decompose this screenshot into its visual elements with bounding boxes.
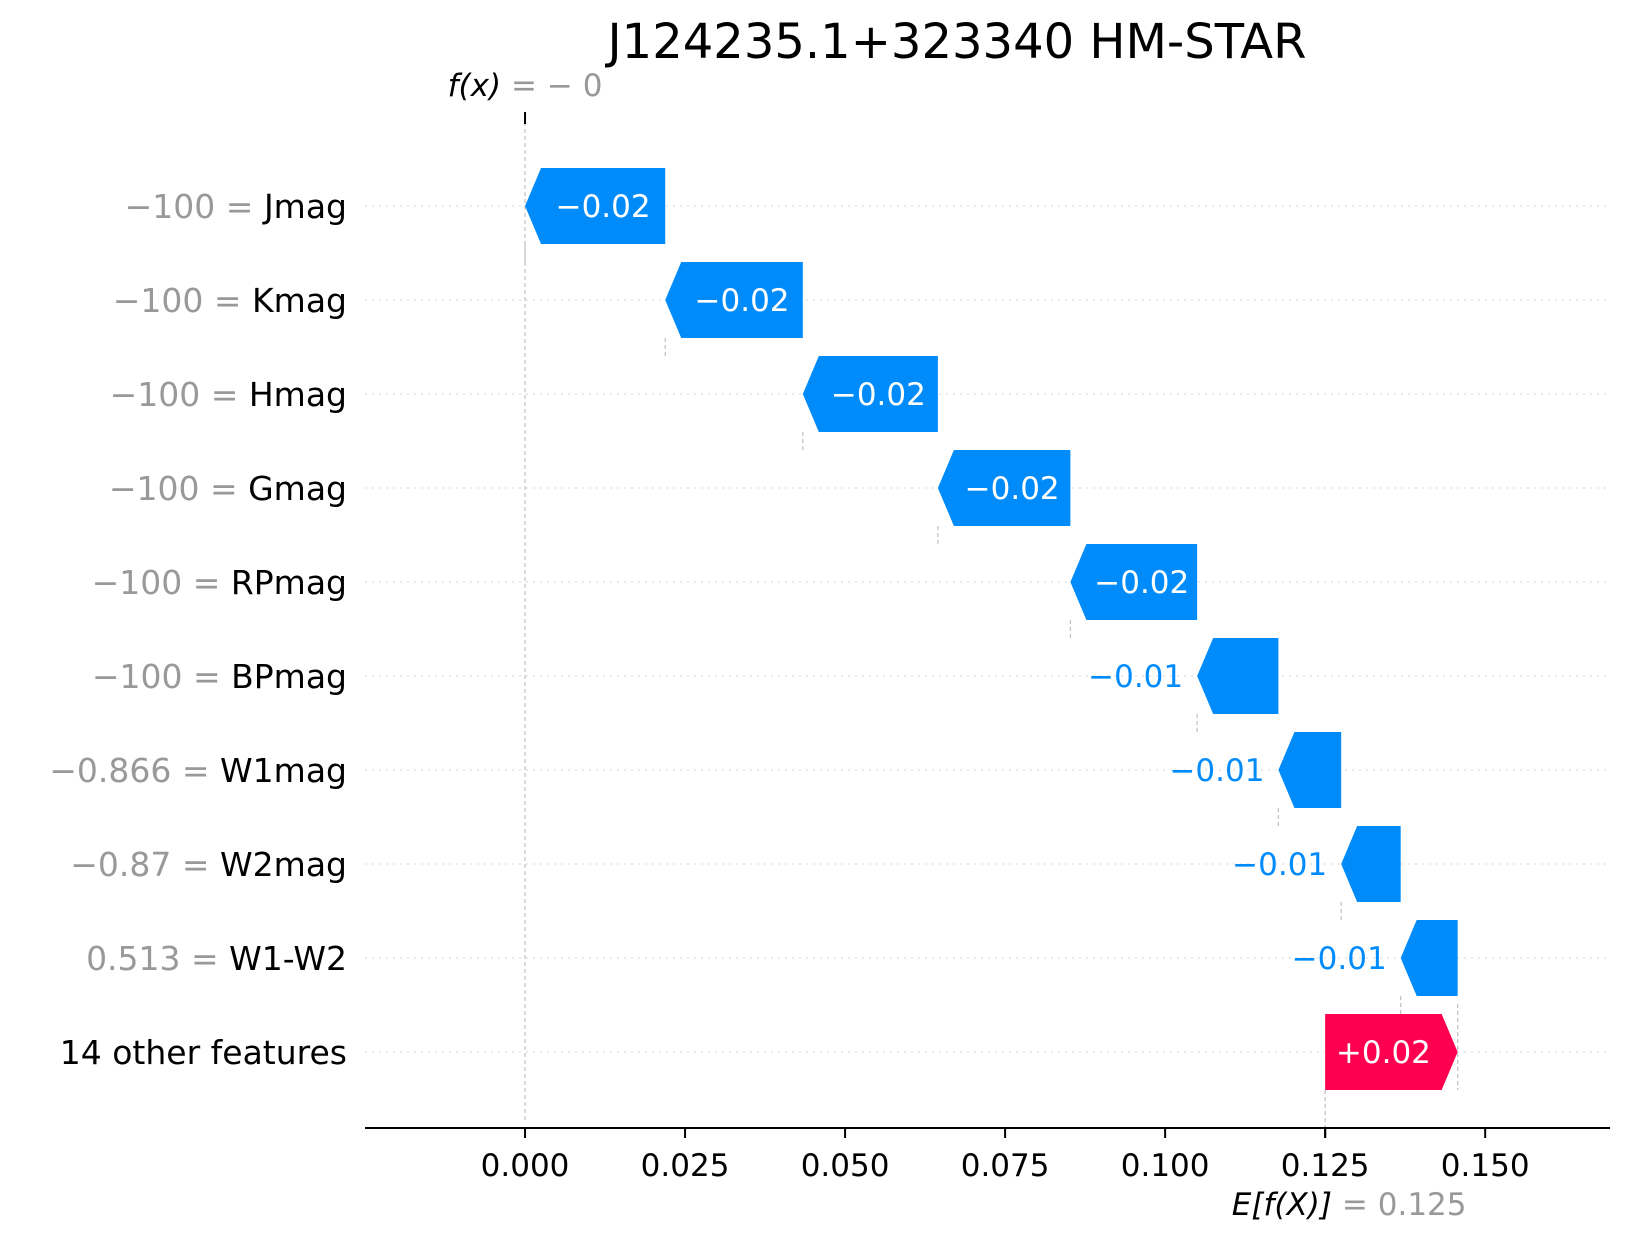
feature-label: −100 = Jmag — [125, 187, 347, 226]
x-tick-label: 0.025 — [641, 1148, 730, 1184]
bars — [525, 168, 1458, 1090]
bar-value-label: −0.01 — [1232, 847, 1327, 883]
feature-value: −100 = — [113, 281, 252, 320]
bar-rpmag — [1070, 544, 1198, 620]
feature-value: −100 = — [109, 469, 248, 508]
base-value: = 0.125 — [1342, 1187, 1467, 1223]
bar-value-label: −0.02 — [831, 377, 926, 413]
bar-value-label: −0.02 — [695, 283, 790, 319]
bar-jmag — [525, 168, 666, 244]
feature-value: −100 = — [125, 187, 264, 226]
feature-label: −0.866 = W1mag — [49, 751, 347, 790]
feature-name: BPmag — [231, 657, 347, 696]
x-tick-label: 0.000 — [481, 1148, 570, 1184]
bar-w1mag — [1278, 732, 1342, 808]
fx-label: f(x) — [448, 68, 501, 104]
fx-value: = − 0 — [511, 68, 602, 104]
feature-name: W1mag — [220, 751, 347, 790]
x-tick-label: 0.075 — [961, 1148, 1050, 1184]
feature-label: −100 = Gmag — [109, 469, 347, 508]
feature-value: −0.87 = — [70, 845, 220, 884]
base-annotation: E[f(X)] = 0.125 — [1232, 1187, 1467, 1223]
bar-value-label: +0.02 — [1336, 1035, 1431, 1071]
x-tick-label: 0.100 — [1121, 1148, 1210, 1184]
bar-value-label: −0.02 — [965, 471, 1060, 507]
feature-name: Gmag — [248, 469, 347, 508]
feature-value: 0.513 = — [86, 939, 229, 978]
feature-label: −100 = Hmag — [110, 375, 347, 414]
feature-labels: −0.02 −100 = Jmag −0.02 −100 = Kmag −0.02 −10… — [49, 187, 1431, 1072]
feature-label: −100 = Kmag — [113, 281, 347, 320]
feature-label: 0.513 = W1-W2 — [86, 939, 347, 978]
bar-kmag — [665, 262, 803, 338]
feature-label: 14 other features — [60, 1033, 347, 1072]
base-label: E[f(X)] — [1232, 1187, 1332, 1223]
bar-value-label: −0.01 — [1292, 941, 1387, 977]
feature-value: −100 = — [110, 375, 249, 414]
feature-name: W2mag — [220, 845, 347, 884]
bar-gmag — [937, 450, 1071, 526]
feature-name: W1-W2 — [229, 939, 347, 978]
feature-label: −100 = BPmag — [92, 657, 347, 696]
fx-annotation: f(x) = − 0 — [448, 68, 603, 104]
x-axis: 0.000 0.025 0.050 0.075 0.100 0.125 0.150 — [365, 1127, 1610, 1184]
bar-w1-w2 — [1400, 920, 1458, 996]
x-tick-label: 0.125 — [1281, 1148, 1370, 1184]
feature-name: 14 other features — [60, 1033, 347, 1072]
feature-value: −100 = — [92, 657, 231, 696]
bar-14-other-features — [1325, 1014, 1458, 1090]
feature-name: Hmag — [249, 375, 347, 414]
bar-w2mag — [1341, 826, 1401, 902]
bar-value-label: −0.02 — [1094, 565, 1189, 601]
annotations: f(x) = − 0 E[f(X)] = 0.125 — [448, 68, 1467, 1223]
bar-value-label: −0.02 — [556, 189, 651, 225]
feature-value: −0.866 = — [49, 751, 220, 790]
feature-name: RPmag — [231, 563, 347, 602]
bar-value-label: −0.01 — [1169, 753, 1264, 789]
bar-value-label: −0.01 — [1088, 659, 1183, 695]
feature-label: −100 = RPmag — [92, 563, 347, 602]
feature-value: −100 = — [92, 563, 231, 602]
feature-name: Kmag — [252, 281, 347, 320]
x-tick-label: 0.050 — [801, 1148, 890, 1184]
chart-title: J124235.1+323340 HM-STAR — [605, 14, 1307, 70]
bar-hmag — [802, 356, 938, 432]
x-tick-label: 0.150 — [1441, 1148, 1530, 1184]
feature-name: Jmag — [262, 187, 347, 226]
bar-bpmag — [1197, 638, 1279, 714]
feature-label: −0.87 = W2mag — [70, 845, 347, 884]
